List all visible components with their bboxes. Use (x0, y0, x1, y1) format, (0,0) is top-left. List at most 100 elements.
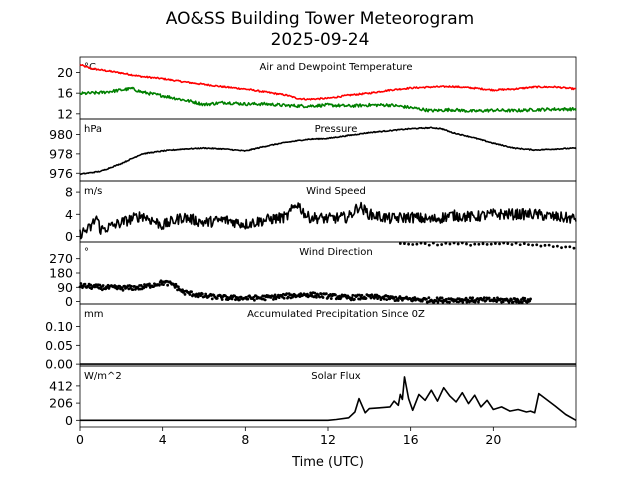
data-point (246, 297, 250, 301)
data-point (196, 295, 200, 299)
y-tick-label: 0 (65, 413, 73, 428)
data-point (423, 242, 427, 245)
panel-title: Wind Speed (306, 186, 366, 197)
x-tick-label: 8 (241, 432, 249, 447)
data-point (107, 286, 111, 290)
y-tick-label: 0 (65, 229, 73, 244)
data-point (230, 297, 234, 301)
y-tick-label: 20 (57, 65, 73, 80)
data-point (98, 283, 102, 287)
data-point (564, 245, 568, 249)
chart-date: 2025-09-24 (271, 30, 370, 50)
data-point (543, 243, 547, 247)
panel-title: Accumulated Precipitation Since 0Z (247, 309, 425, 320)
data-point (465, 242, 468, 246)
x-tick-label: 0 (76, 432, 84, 447)
y-tick-label: 8 (65, 185, 73, 200)
data-point (469, 243, 472, 247)
data-point (506, 242, 510, 245)
data-point (358, 293, 361, 297)
data-point (501, 300, 505, 304)
data-point (513, 297, 517, 301)
data-point (460, 241, 464, 245)
data-point (176, 285, 180, 289)
data-point (93, 285, 97, 289)
panel-unit: hPa (84, 124, 102, 135)
data-point (485, 243, 489, 246)
panel-title: Air and Dewpoint Temperature (260, 62, 413, 73)
panel-unit: m/s (84, 186, 102, 197)
data-point (482, 296, 486, 300)
data-point (535, 243, 539, 247)
y-tick-label: 16 (57, 86, 73, 101)
x-tick-label: 20 (485, 432, 501, 447)
data-point (358, 297, 362, 301)
data-point (448, 300, 451, 304)
data-point (494, 242, 497, 245)
data-point (415, 242, 419, 246)
data-point (220, 298, 224, 301)
y-tick-label: 206 (49, 396, 73, 411)
data-point (315, 295, 318, 299)
data-point (547, 243, 551, 247)
data-point (527, 243, 530, 247)
x-axis-label: Time (UTC) (291, 455, 364, 470)
data-point (162, 283, 165, 287)
series-wind-direction-northerly- (398, 241, 576, 250)
y-tick-label: 0.00 (45, 357, 73, 372)
data-point (477, 300, 480, 304)
panel-pressure: 976 978 980 Pressure hPa (49, 118, 577, 182)
y-tick-label: 976 (49, 166, 73, 181)
data-point (286, 295, 290, 299)
data-point (329, 297, 333, 300)
data-point (487, 296, 491, 300)
chart-title: AO&SS Building Tower Meteorogram (166, 9, 474, 29)
panel-unit: mm (84, 309, 103, 320)
data-point (523, 296, 527, 300)
y-tick-label: 0.05 (45, 338, 73, 353)
data-point (360, 293, 364, 297)
data-point (133, 284, 136, 288)
data-point (398, 242, 402, 245)
data-point (89, 283, 93, 287)
series-wind-direction (78, 279, 532, 304)
data-point (481, 242, 485, 246)
y-tick-label: 90 (57, 280, 73, 295)
data-point (79, 282, 83, 285)
data-point (473, 242, 477, 246)
data-point (435, 296, 439, 300)
data-point (324, 292, 328, 296)
data-point (427, 296, 431, 300)
data-point (101, 284, 105, 287)
data-point (210, 297, 214, 301)
data-point (444, 297, 448, 301)
data-point (448, 242, 452, 246)
data-point (560, 246, 563, 250)
y-tick-label: 12 (57, 106, 73, 121)
panel-unit: ° (84, 247, 89, 258)
data-point (200, 292, 204, 296)
data-point (282, 296, 286, 300)
data-point (318, 295, 322, 299)
panel-solar: 0 206 412 Solar Flux W/m^2 (49, 365, 577, 428)
data-point (514, 241, 518, 245)
data-point (456, 242, 460, 246)
panel-wind_speed: 0 4 8 Wind Speed m/s (65, 180, 577, 244)
panel-unit: W/m^2 (84, 371, 122, 382)
y-tick-label: 412 (49, 378, 73, 393)
data-point (413, 296, 417, 299)
data-point (468, 296, 472, 300)
data-point (444, 241, 448, 245)
data-point (440, 243, 444, 246)
data-point (403, 242, 406, 245)
data-point (434, 299, 438, 302)
data-point (518, 243, 522, 247)
data-point (529, 297, 532, 301)
data-point (385, 298, 389, 301)
data-point (321, 296, 325, 299)
data-point (382, 297, 386, 301)
data-point (572, 246, 576, 250)
data-point (427, 243, 431, 247)
